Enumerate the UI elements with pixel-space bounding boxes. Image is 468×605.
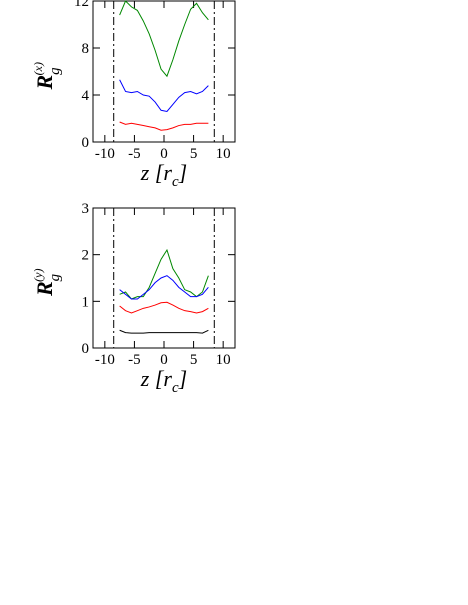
x-tick-label: 10 <box>216 352 231 368</box>
x-tick-label: 0 <box>160 352 168 368</box>
x-label-sub: c <box>172 380 179 396</box>
series-line <box>119 0 209 78</box>
series-line <box>119 301 209 314</box>
series-line <box>119 248 209 300</box>
panel: -10 -5 0 5 10 0 1 2 3 z [rc] Rg(y) <box>31 201 236 396</box>
plot-frame <box>92 0 236 143</box>
series-line <box>119 275 209 300</box>
x-tick-label: 5 <box>190 352 198 368</box>
y-label-sup: (x) <box>31 62 45 75</box>
y-tick-label: 2 <box>82 248 90 264</box>
y-label-main: R <box>32 281 57 297</box>
x-tick-label: -5 <box>128 146 141 162</box>
y-tick-label: 0 <box>82 341 90 357</box>
y-label-sub: g <box>47 273 63 281</box>
y-tick-label: 0 <box>82 135 90 151</box>
x-label-end: ] <box>178 160 188 185</box>
x-tick-label: 5 <box>190 146 198 162</box>
x-axis-label: z [rc] <box>140 160 187 190</box>
x-label-sub: c <box>172 174 179 190</box>
plot-frame <box>92 207 236 349</box>
y-label-sup: (y) <box>31 268 45 281</box>
y-axis-label: Rg(y) <box>31 268 63 297</box>
x-tick-label: -10 <box>95 352 115 368</box>
y-tick-label: 1 <box>82 294 90 310</box>
y-label-main: R <box>32 75 57 91</box>
y-tick-label: 8 <box>82 41 90 57</box>
x-label-main: z [r <box>140 366 173 391</box>
panel: -10 -5 0 5 10 0 4 8 12 z [rc] Rg(x) <box>31 0 236 190</box>
x-axis-label: z [rc] <box>140 366 187 396</box>
y-label-sub: g <box>47 67 63 75</box>
y-tick-label: 4 <box>82 88 90 104</box>
x-label-main: z [r <box>140 160 173 185</box>
x-tick-label: 10 <box>216 146 231 162</box>
y-axis-label: Rg(x) <box>31 62 63 91</box>
x-tick-label: 0 <box>160 146 168 162</box>
series-line <box>119 329 209 334</box>
x-tick-label: -5 <box>128 352 141 368</box>
series-line <box>119 121 209 131</box>
x-tick-label: -10 <box>95 146 115 162</box>
y-tick-label: 12 <box>74 0 89 10</box>
series-line <box>119 79 209 112</box>
y-tick-label: 3 <box>82 201 90 217</box>
x-label-end: ] <box>178 366 188 391</box>
